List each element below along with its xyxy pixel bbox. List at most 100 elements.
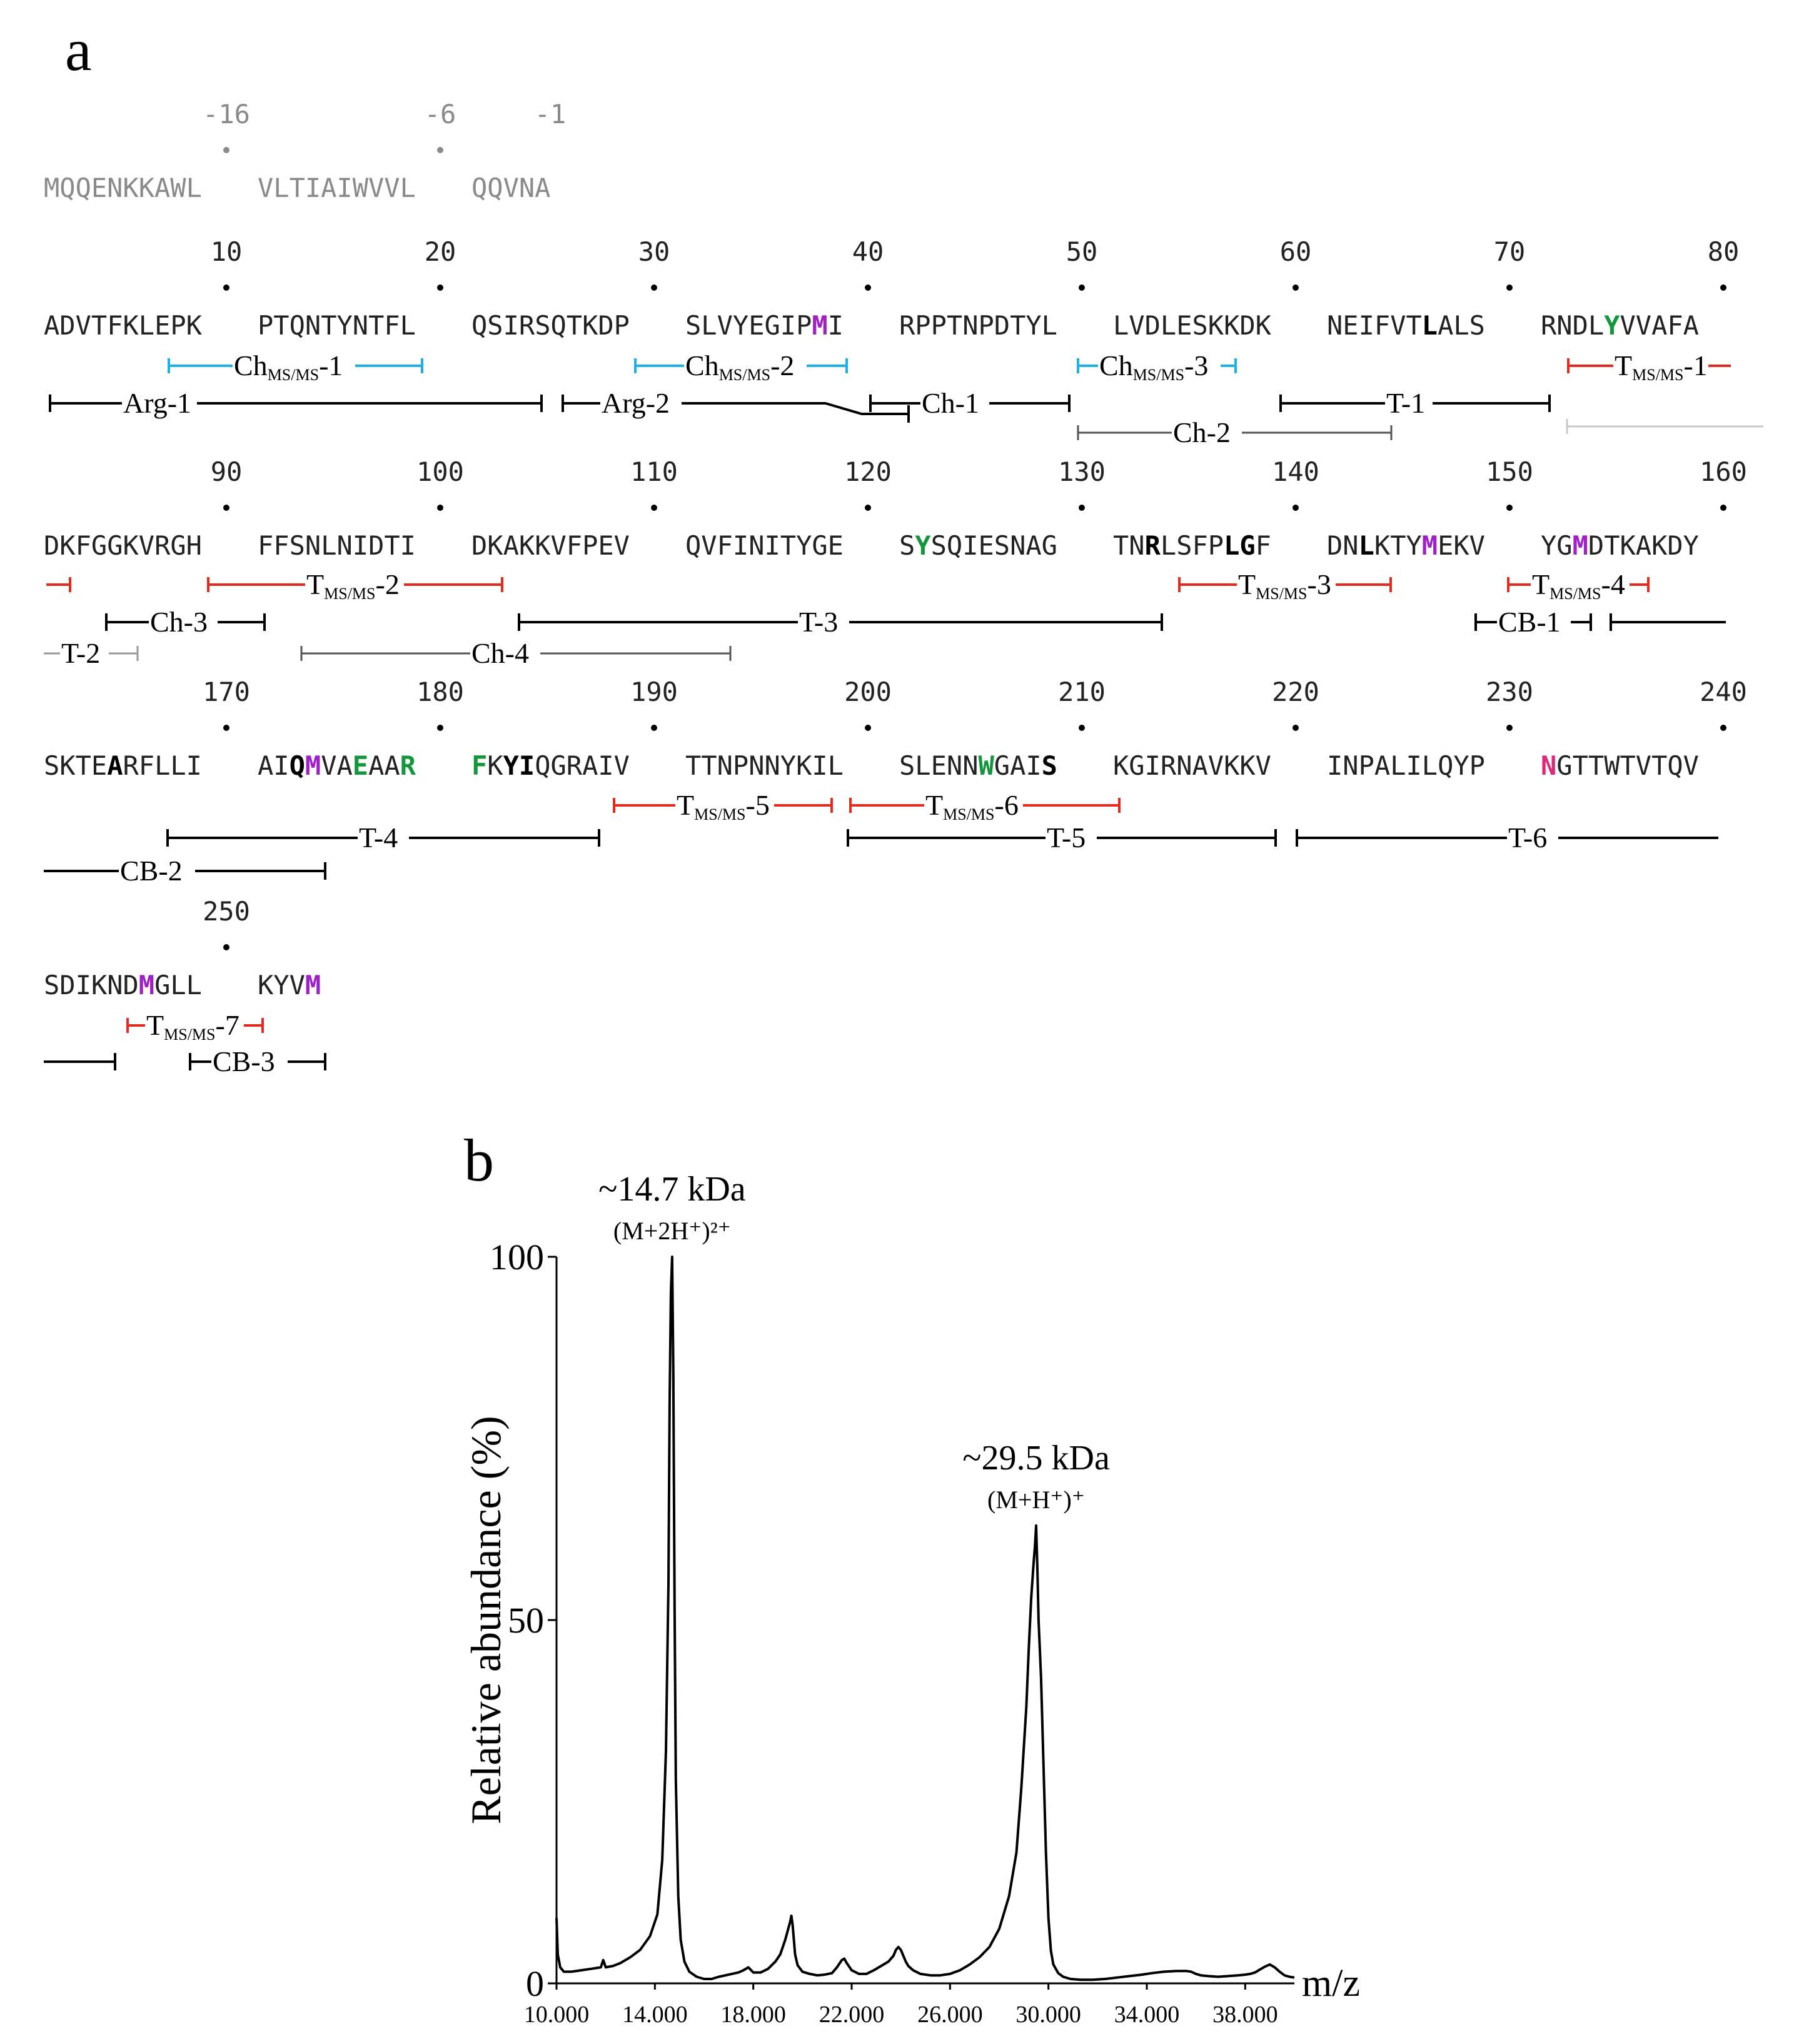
peak-label: ~29.5 kDa [962, 1439, 1110, 1478]
position-dot [437, 725, 443, 731]
svg-text:ChMS/MS-1: ChMS/MS-1 [234, 350, 343, 384]
sequence-block: QVFINITYGE [685, 530, 844, 561]
position-dot [1293, 725, 1299, 731]
position-dot [223, 147, 229, 153]
peptide-ch-3: Ch-3 [105, 606, 266, 638]
sequence-block: KGIRNAVKKV [1113, 750, 1271, 781]
sequence-block: SKTEARFLLI [44, 750, 202, 781]
position-number: 190 [630, 677, 678, 707]
peptide-t-2: T-2 [44, 637, 139, 669]
position-number: 40 [852, 236, 884, 267]
position-dot [223, 725, 229, 731]
peptide-ch-msms-2: ChMS/MS-2 [634, 349, 848, 384]
svg-text:TMS/MS-1: TMS/MS-1 [1615, 350, 1708, 384]
peptide-t-3: T-3 [518, 606, 1163, 638]
peptide-t-msms-7: TMS/MS-7 [126, 1009, 264, 1044]
position-number: 60 [1280, 236, 1312, 267]
sequence-block: TTNPNNYKIL [685, 750, 844, 781]
position-dot [1079, 505, 1085, 511]
position-number: 140 [1272, 456, 1319, 487]
svg-text:TMS/MS-6: TMS/MS-6 [925, 789, 1019, 823]
svg-text:T-3: T-3 [799, 606, 838, 638]
position-dot [1293, 505, 1299, 511]
sequence-block: RNDLYVVAFA [1541, 310, 1699, 341]
peptide-ch-msms-1: ChMS/MS-1 [168, 349, 423, 384]
peptide-t-msms-2: TMS/MS-2 [207, 568, 503, 603]
svg-text:Ch-3: Ch-3 [150, 606, 208, 638]
peptide-cb-2-start [1610, 613, 1726, 631]
position-number: 110 [630, 456, 678, 487]
peptide-cb-3: CB-3 [189, 1045, 326, 1077]
position-number: 120 [844, 456, 892, 487]
peptide-t-4: T-4 [166, 822, 600, 853]
position-number: 200 [844, 677, 892, 707]
peptide-t-msms-4: TMS/MS-4 [1507, 568, 1650, 603]
sequence-block: SLVYEGIPMI [685, 310, 844, 341]
svg-text:T-2: T-2 [61, 637, 100, 669]
svg-text:CB-2: CB-2 [120, 855, 183, 887]
sequence-block: SYSQIESNAG [899, 530, 1057, 561]
position-dot [223, 284, 229, 291]
peptide-arg-1: Arg-1 [49, 387, 543, 419]
svg-text:ChMS/MS-3: ChMS/MS-3 [1099, 350, 1208, 384]
sequence-block: TNRLSFPLGF [1113, 530, 1271, 561]
sequence-block: QSIRSQTKDP [471, 310, 630, 341]
svg-text:Arg-2: Arg-2 [602, 387, 670, 419]
x-axis-label: m/z [1302, 1962, 1360, 2005]
sequence-block: NGTTWTVTQV [1541, 750, 1699, 781]
peptide-t-msms-1: TMS/MS-1 [1567, 349, 1731, 384]
mature-sequence: 10 20 30 40 50 60 70 80 ADVTFKLEPK PTQNTYNTFL QSIR… [44, 236, 1747, 1000]
position-number: 70 [1494, 236, 1526, 267]
sequence-block: MQQENKKAWL [44, 173, 202, 203]
peptide-t-5: T-5 [847, 822, 1277, 853]
position-dot [865, 284, 871, 291]
svg-text:Arg-1: Arg-1 [123, 387, 191, 419]
position-number: 180 [416, 677, 464, 707]
position-number: 170 [203, 677, 250, 707]
position-dot [1720, 505, 1726, 511]
peak-label: ~14.7 kDa [598, 1170, 746, 1209]
x-tick-label: 10.000 [524, 2001, 590, 2028]
position-number: 130 [1058, 456, 1106, 487]
peptide-t-msms-5: TMS/MS-5 [613, 788, 833, 823]
position-number: 150 [1486, 456, 1533, 487]
position-dot [437, 147, 443, 153]
position-dot [1079, 725, 1085, 731]
sequence-block: LVDLESKKDK [1113, 310, 1272, 341]
position-number: 240 [1700, 677, 1747, 707]
sequence-block: VLTIAIWVVL [258, 173, 416, 203]
position-dot [1293, 284, 1299, 291]
position-number: -6 [425, 99, 456, 129]
peptide-t-2-start [1566, 419, 1763, 434]
position-dot [1720, 284, 1726, 291]
sequence-block: DKFGGKVRGH [44, 530, 202, 561]
peptide-t-msms-1-end [46, 577, 71, 592]
panel-a-label: a [65, 16, 92, 83]
peptide-ch-1: Ch-1 [869, 387, 1071, 419]
sequence-block: KYVM [258, 970, 321, 1000]
peptide-ch-4: Ch-4 [300, 637, 732, 669]
x-tick-label: 26.000 [917, 2001, 983, 2028]
sequence-block: QQVNA [471, 173, 550, 203]
svg-text:TMS/MS-3: TMS/MS-3 [1238, 568, 1331, 603]
position-number: 20 [425, 236, 456, 267]
spectrum-line [555, 1256, 1295, 1981]
svg-text:T-1: T-1 [1386, 387, 1425, 419]
peak-ion-label: (M+H⁺)⁺ [987, 1486, 1085, 1514]
position-number: 160 [1700, 456, 1747, 487]
peptide-cb-2: CB-2 [44, 855, 326, 887]
svg-text:T-6: T-6 [1508, 822, 1547, 853]
sequence-block: RPPTNPDTYL [899, 310, 1057, 341]
svg-text:Ch-1: Ch-1 [922, 387, 979, 419]
svg-text:TMS/MS-4: TMS/MS-4 [1532, 568, 1625, 603]
position-number: 10 [211, 236, 243, 267]
peptide-t-msms-3: TMS/MS-3 [1178, 568, 1392, 603]
position-dot [437, 505, 443, 511]
sequence-block: YGMDTKAKDY [1541, 530, 1699, 561]
x-tick-label: 30.000 [1015, 2001, 1081, 2028]
position-dot [437, 284, 443, 291]
position-number: 220 [1272, 677, 1319, 707]
svg-text:CB-3: CB-3 [213, 1045, 275, 1077]
position-number: 80 [1708, 236, 1740, 267]
